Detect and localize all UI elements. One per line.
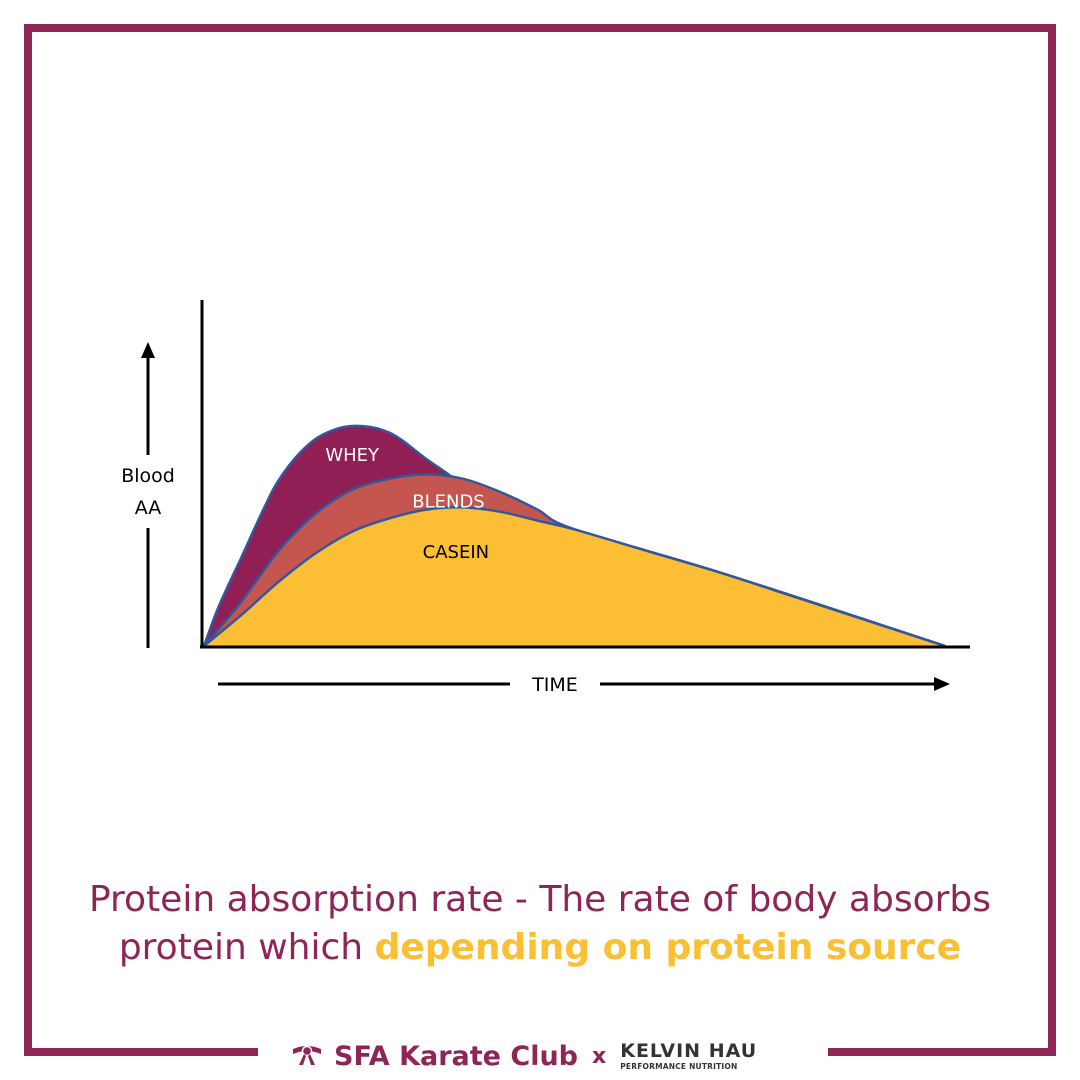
series-label-casein: CASEIN [423, 542, 489, 563]
x-axis-label: TIME [531, 674, 578, 696]
karate-belt-icon [290, 1041, 324, 1071]
brand-name: SFA Karate Club [334, 1040, 579, 1072]
caption-line1: Protein absorption rate - The rate of bo… [88, 879, 992, 920]
series-label-blends: BLENDS [412, 491, 485, 512]
caption-highlight: depending on protein source [374, 927, 962, 968]
partner-name: KELVIN HAU [620, 1039, 758, 1062]
caption-line2-prefix: protein which [118, 927, 375, 968]
caption: Protein absorption rate - The rate of bo… [0, 876, 1080, 972]
partner-logo: KELVIN HAU PERFORMANCE NUTRITION [620, 1039, 758, 1071]
series-label-whey: WHEY [325, 445, 380, 466]
collab-separator: x [592, 1043, 607, 1069]
area-casein [204, 507, 945, 646]
x-arrow-head [934, 677, 950, 691]
caption-line2: protein which depending on protein sourc… [0, 924, 1080, 972]
footer: SFA Karate Club x KELVIN HAU PERFORMANCE… [290, 1036, 757, 1076]
absorption-chart: Blood AA TIME WHEY BLENDS CASEIN [121, 300, 970, 696]
footer-frame-gap [258, 1040, 828, 1070]
y-arrow-head [141, 342, 155, 358]
partner-subtitle: PERFORMANCE NUTRITION [620, 1061, 738, 1071]
y-axis-label-line1: Blood [121, 465, 175, 487]
y-axis-label-line2: AA [135, 497, 162, 519]
curve-casein [203, 506, 946, 648]
